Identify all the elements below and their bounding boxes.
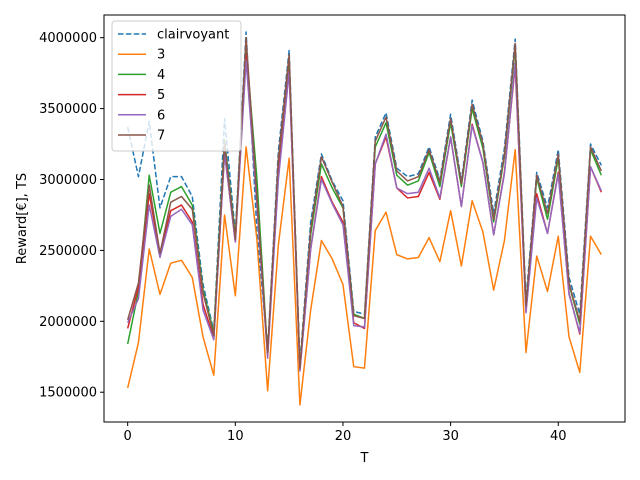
y-tick-label-1: 2000000 [39,315,97,330]
series-line-5 [126,36,603,369]
series-line-1 [126,146,602,406]
x-tick-label-3: 30 [442,429,459,444]
legend-label-1: 3 [157,48,165,63]
plot-frame [103,14,626,423]
y-axis-ticks: 1500000 2000000 2500000 3000000 3500000 40000… [39,31,104,401]
x-tick-label-4: 40 [550,429,567,444]
y-axis-label: Reward[€], TS [15,173,30,264]
y-tick-label-0: 1500000 [39,386,97,401]
series-layer [126,31,603,406]
y-tick-label-5: 4000000 [39,31,97,46]
y-tick-label-2: 2500000 [39,244,97,259]
x-axis-label: T [360,451,369,466]
legend-label-3: 5 [157,88,165,103]
legend-label-4: 6 [157,108,165,123]
legend-label-2: 4 [157,68,165,83]
legend-label-0: clairvoyant [157,28,229,43]
y-tick-label-4: 3500000 [39,102,97,117]
legend-label-5: 7 [157,129,165,144]
x-axis-ticks: 0 10 20 30 40 [124,422,567,444]
x-tick-label-0: 0 [124,429,132,444]
y-tick-label-3: 3000000 [39,173,97,188]
legend: clairvoyant 3 4 5 6 7 [111,20,242,152]
x-tick-label-1: 10 [227,429,244,444]
x-tick-label-2: 20 [335,429,352,444]
